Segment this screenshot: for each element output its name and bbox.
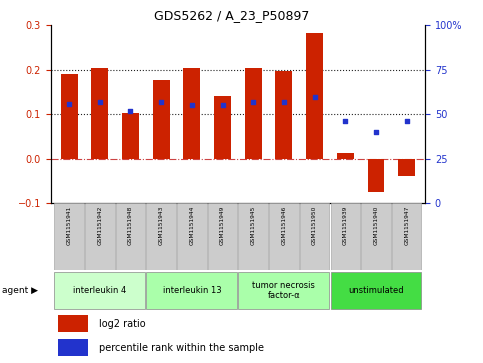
Bar [58, 315, 88, 332]
Text: interleukin 4: interleukin 4 [73, 286, 127, 295]
Text: percentile rank within the sample: percentile rank within the sample [99, 343, 264, 352]
Point [188, 102, 196, 108]
Bar [337, 154, 354, 159]
Bar [239, 203, 268, 270]
Bar [208, 203, 237, 270]
Text: GSM1151939: GSM1151939 [343, 205, 348, 245]
Bar [300, 203, 329, 270]
Text: unstimulated: unstimulated [348, 286, 404, 295]
Bar [361, 203, 391, 270]
Bar [184, 68, 200, 159]
Text: log2 ratio: log2 ratio [99, 319, 146, 329]
Point [341, 119, 349, 125]
Text: GSM1151946: GSM1151946 [282, 205, 286, 245]
Bar [239, 272, 329, 309]
Text: GSM1151945: GSM1151945 [251, 205, 256, 245]
Text: GSM1151947: GSM1151947 [404, 205, 409, 245]
Bar [55, 272, 145, 309]
Bar [306, 33, 323, 159]
Bar [330, 272, 421, 309]
Text: GSM1151940: GSM1151940 [373, 205, 379, 245]
Text: GSM1151941: GSM1151941 [67, 205, 71, 245]
Point [65, 101, 73, 107]
Bar [58, 339, 88, 356]
Bar [61, 74, 78, 159]
Bar [392, 203, 421, 270]
Bar [275, 71, 292, 159]
Bar [398, 159, 415, 176]
Bar [146, 203, 176, 270]
Bar [368, 159, 384, 192]
Point [157, 99, 165, 105]
Text: interleukin 13: interleukin 13 [163, 286, 221, 295]
Bar [91, 68, 108, 159]
Bar [122, 114, 139, 159]
Point [219, 102, 227, 108]
Point [249, 99, 257, 105]
Bar [153, 79, 170, 159]
Point [311, 94, 318, 99]
Point [127, 108, 134, 114]
Text: GSM1151942: GSM1151942 [97, 205, 102, 245]
Bar [269, 203, 298, 270]
Bar [330, 203, 360, 270]
Bar [55, 203, 84, 270]
Bar [146, 272, 237, 309]
Text: GSM1151949: GSM1151949 [220, 205, 225, 245]
Text: GSM1151944: GSM1151944 [189, 205, 194, 245]
Bar [177, 203, 207, 270]
Text: GSM1151948: GSM1151948 [128, 205, 133, 245]
Text: tumor necrosis
factor-α: tumor necrosis factor-α [253, 281, 315, 300]
Text: agent ▶: agent ▶ [2, 286, 39, 295]
Bar [245, 68, 262, 159]
Bar [214, 96, 231, 159]
Text: GSM1151943: GSM1151943 [159, 205, 164, 245]
Point [96, 99, 104, 105]
Bar [116, 203, 145, 270]
Text: GSM1151950: GSM1151950 [312, 205, 317, 245]
Point [280, 99, 288, 105]
Point [372, 129, 380, 135]
Bar [85, 203, 114, 270]
Point [403, 119, 411, 125]
Text: GDS5262 / A_23_P50897: GDS5262 / A_23_P50897 [154, 9, 310, 22]
